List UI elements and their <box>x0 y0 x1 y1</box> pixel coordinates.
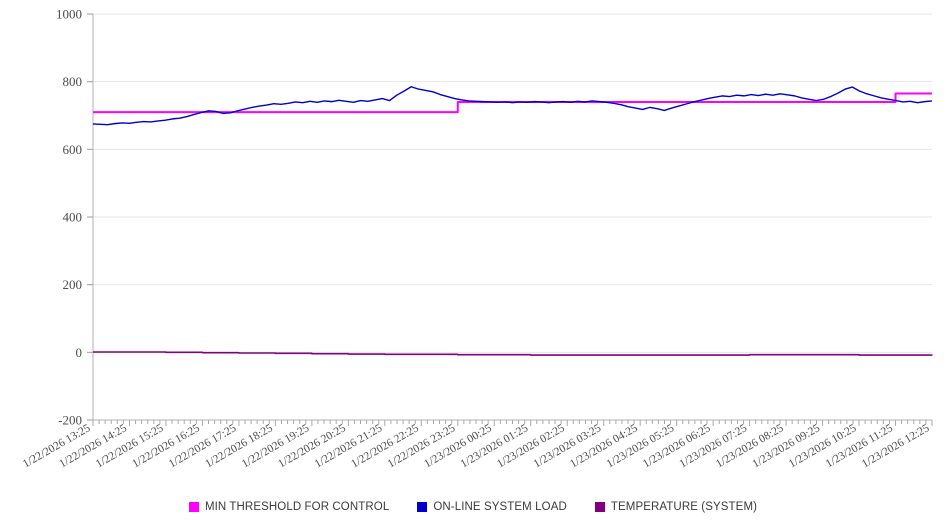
legend-color-swatch <box>594 502 605 512</box>
y-axis-labels: 1000 800 600 400 200 0 -200 <box>56 7 82 428</box>
legend-color-swatch <box>188 502 199 512</box>
y-axis-ticks <box>87 13 93 421</box>
legend-item-1[interactable]: MIN THRESHOLD FOR CONTROL <box>188 501 390 513</box>
legend-color-swatch <box>417 502 428 512</box>
series-line-2 <box>92 86 933 126</box>
gridlines <box>93 13 932 353</box>
legend-label: MIN THRESHOLD FOR CONTROL <box>204 501 390 513</box>
y-axis-tick-label: 400 <box>63 210 83 225</box>
y-axis-tick-label: 1000 <box>56 7 82 22</box>
data-series <box>92 86 933 356</box>
series-line-3 <box>93 351 933 356</box>
y-axis-tick-label: 600 <box>63 142 83 157</box>
y-axis-tick-label: 0 <box>76 345 83 360</box>
y-axis-tick-label: 800 <box>63 74 83 89</box>
chart-plot-area: 1000 800 600 400 200 0 -200 1/22/2026 13:251/2… <box>21 7 933 470</box>
x-axis-minor-ticks <box>92 420 933 426</box>
legend-label: ON-LINE SYSTEM LOAD <box>433 501 567 513</box>
legend-item-3[interactable]: TEMPERATURE (SYSTEM) <box>594 501 758 513</box>
legend-label: TEMPERATURE (SYSTEM) <box>610 501 758 513</box>
chart-legend: MIN THRESHOLD FOR CONTROL ON-LINE SYSTEM … <box>0 494 946 520</box>
y-axis-tick-label: 200 <box>63 277 83 292</box>
y-axis-tick-label: -200 <box>58 413 82 428</box>
legend-item-2[interactable]: ON-LINE SYSTEM LOAD <box>417 501 567 513</box>
x-axis-labels: 1/22/2026 13:251/22/2026 14:251/22/2026 … <box>21 422 932 470</box>
